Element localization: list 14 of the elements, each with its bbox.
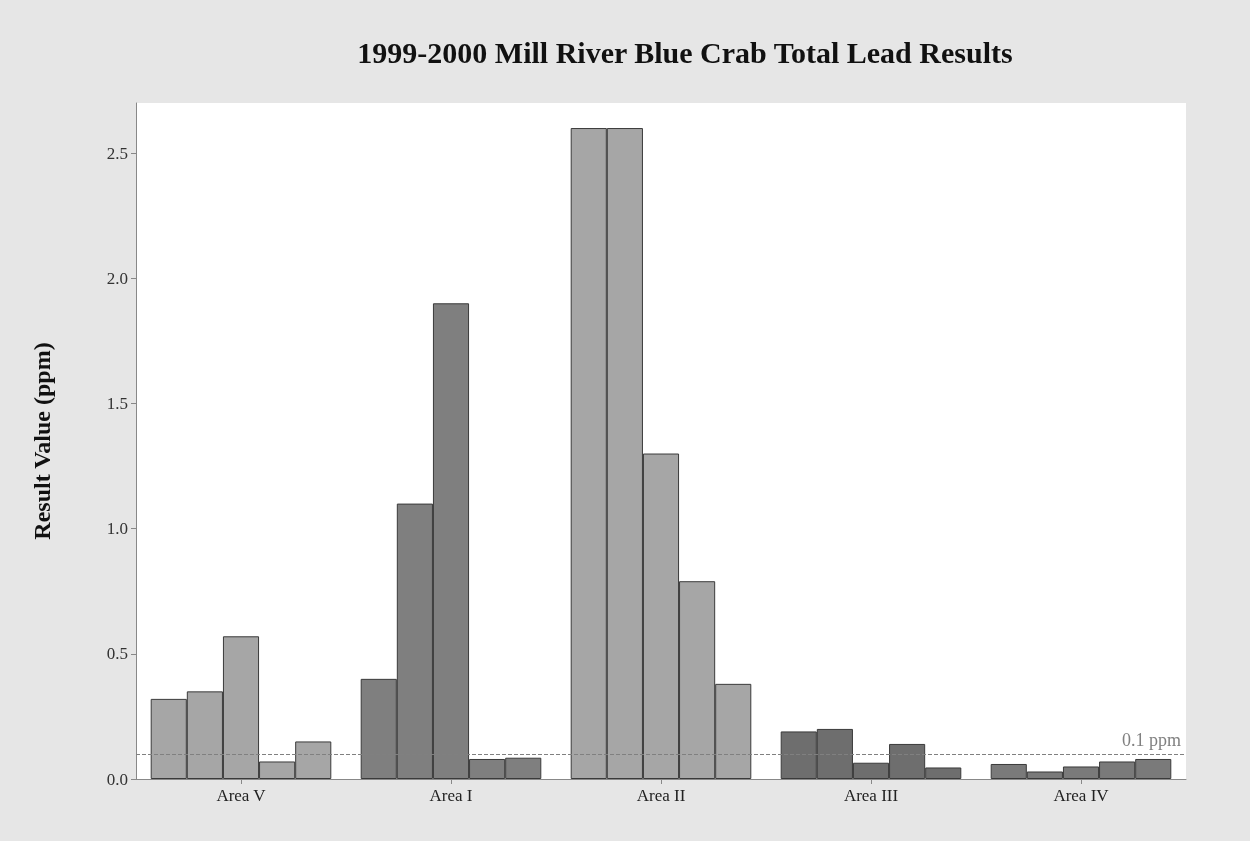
x-tick-label: Area IV — [1053, 786, 1110, 805]
x-tick-label: Area II — [636, 786, 686, 805]
x-tick-label: Area III — [843, 786, 899, 805]
x-tick-label: Area I — [429, 786, 473, 805]
y-tick-label: 2.0 — [106, 268, 128, 288]
ref-line-label: 0.1 ppm — [1121, 729, 1181, 750]
y-tick-label: 2.5 — [106, 143, 128, 163]
y-tick-label: 1.0 — [106, 519, 128, 539]
y-tick-label: 1.5 — [106, 393, 128, 413]
y-tick-label: 0.0 — [106, 769, 128, 789]
y-axis-title: Result Value (ppm) — [29, 342, 55, 540]
y-tick-label: 0.5 — [106, 644, 128, 664]
x-tick-label: Area V — [216, 786, 267, 805]
chart-title: 1999-2000 Mill River Blue Crab Total Lead Results — [357, 35, 1013, 69]
